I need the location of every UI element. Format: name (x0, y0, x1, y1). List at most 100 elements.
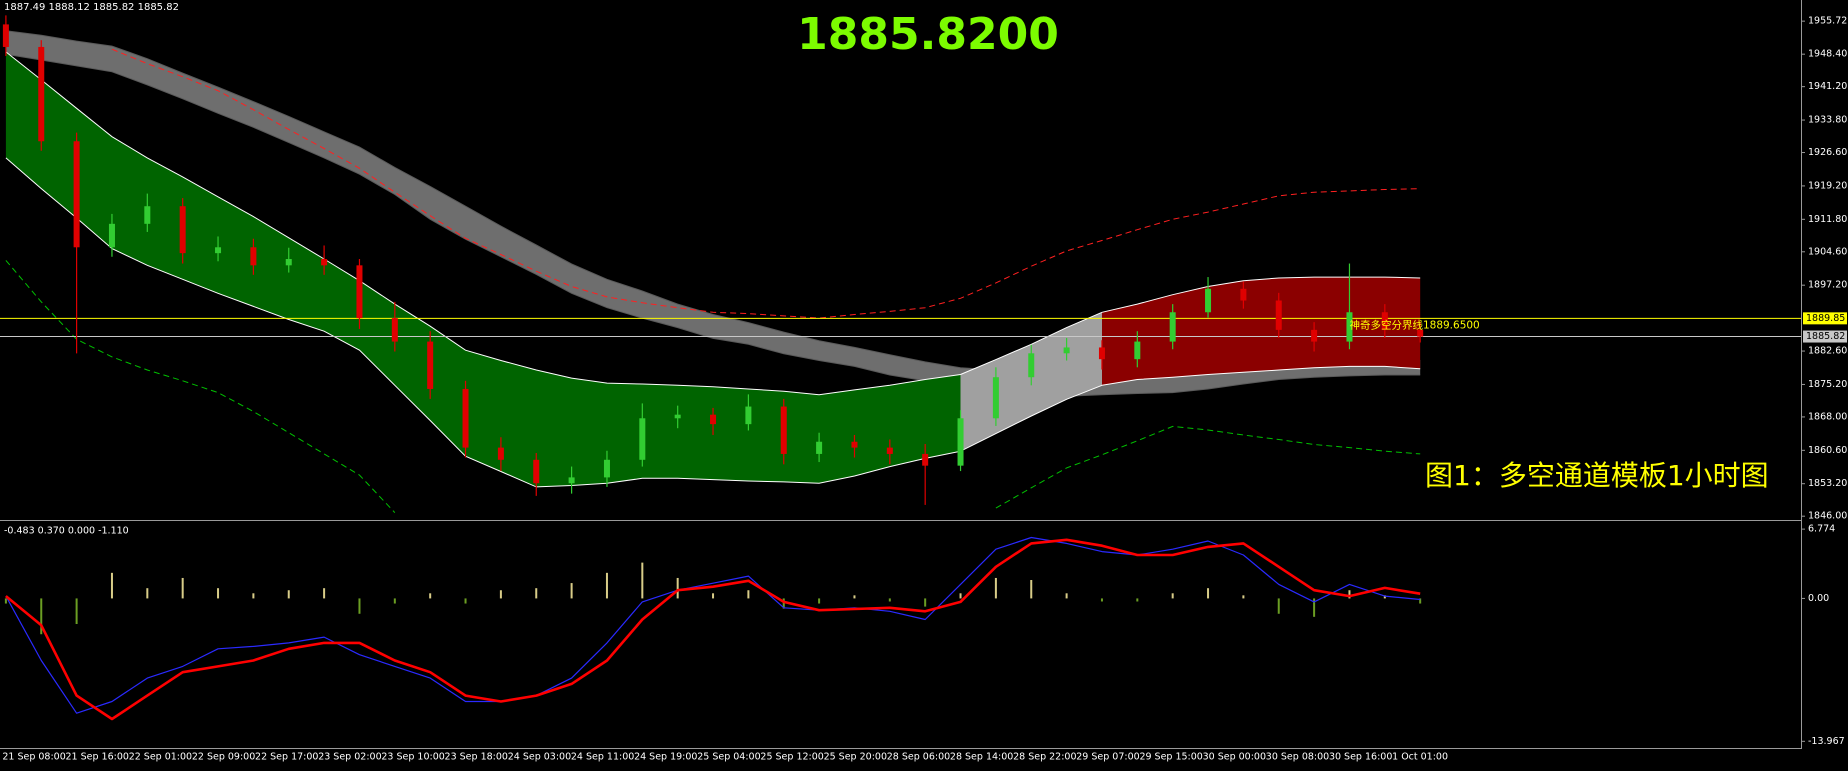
candle-body (922, 453, 929, 466)
y-tick-label: 6.774 (1808, 524, 1835, 535)
histogram-bar (1383, 595, 1386, 599)
candle-body (639, 418, 646, 460)
histogram-bar (747, 590, 750, 599)
candle-body (674, 414, 681, 419)
y-tick-label: 1846.00 (1808, 511, 1847, 522)
y-tick-label: 1926.60 (1808, 147, 1847, 158)
candle-body (108, 223, 115, 248)
candle-body (2, 24, 9, 47)
histogram-bar (1030, 580, 1033, 599)
candle-body (1098, 347, 1105, 360)
plot-layer: 神奇多空分界线1889.6500 1955.72 1948.40 1941.20 193… (0, 15, 1847, 763)
histogram-bar (1348, 590, 1351, 599)
x-tick-label: 25 Sep 04:00 (697, 752, 760, 763)
candle-body (462, 388, 469, 448)
channel-edge (1101, 365, 1421, 386)
histogram-bar (1171, 593, 1174, 599)
x-tick-label: 24 Sep 19:00 (634, 752, 697, 763)
y-tick-label: 1941.20 (1808, 81, 1847, 92)
histogram-bar (40, 598, 43, 635)
candle-body (851, 441, 858, 448)
y-tick-label: 1897.20 (1808, 280, 1847, 291)
x-tick-label: 21 Sep 16:00 (66, 752, 129, 763)
histogram-bar (782, 598, 785, 609)
candle-body (603, 459, 610, 478)
candle-body (250, 247, 257, 266)
channel-edge (5, 157, 961, 488)
ohlc-text: 1887.49 1888.12 1885.82 1885.82 (4, 2, 179, 13)
candle-body (285, 259, 292, 266)
x-tick-label: 24 Sep 03:00 (508, 752, 571, 763)
candle-body (321, 259, 328, 266)
candle-body (710, 414, 717, 425)
dashed-line (111, 48, 1421, 319)
candle-body (1346, 312, 1353, 342)
candle-body (780, 406, 787, 454)
x-tick-label: 1 Oct 01:00 (1392, 752, 1448, 763)
histogram-bar (499, 590, 502, 599)
histogram-bar (4, 598, 7, 604)
price-label: 1885.82 (1806, 331, 1845, 342)
y-tick-label: 1919.20 (1808, 180, 1847, 191)
current-price: 1885.8200 (797, 9, 1059, 60)
candle-body (533, 459, 540, 484)
candle-body (38, 46, 45, 142)
candle-body (745, 406, 752, 425)
histogram-bar (75, 598, 78, 624)
x-tick-label: 25 Sep 20:00 (824, 752, 887, 763)
histogram-bar (217, 588, 220, 599)
x-tick-label: 21 Sep 08:00 (2, 752, 65, 763)
histogram-bar (110, 572, 113, 599)
x-tick-label: 28 Sep 22:00 (1013, 752, 1076, 763)
y-tick-label: 1860.60 (1808, 445, 1847, 456)
histogram-bar (464, 598, 467, 604)
histogram-bar (853, 595, 856, 599)
histogram-bar (535, 588, 538, 599)
channel-edge (5, 51, 961, 396)
y-tick-label: 1948.40 (1808, 49, 1847, 60)
channel-edge (960, 311, 1103, 375)
histogram-bar (358, 598, 361, 614)
histogram-bar (888, 598, 891, 602)
candle-body (816, 441, 823, 454)
histogram-bar (570, 583, 573, 599)
channel-band (1102, 277, 1421, 386)
histogram-bar (818, 598, 821, 604)
x-tick-label: 22 Sep 09:00 (192, 752, 255, 763)
price-label: 1889.85 (1806, 313, 1845, 324)
candle-body (1381, 312, 1388, 330)
candle-body (992, 377, 999, 419)
histogram-bar (641, 562, 644, 599)
x-tick-label: 24 Sep 11:00 (571, 752, 634, 763)
histogram-bar (712, 593, 715, 599)
histogram-bar (252, 593, 255, 599)
candle-body (1134, 341, 1141, 360)
price-label-box (1803, 330, 1847, 343)
candle-body (215, 247, 222, 254)
histogram-bar (429, 593, 432, 599)
candle-body (957, 418, 964, 466)
y-tick-label: 1955.72 (1808, 16, 1847, 27)
x-tick-label: 29 Sep 07:00 (1076, 752, 1139, 763)
x-tick-label: 22 Sep 17:00 (255, 752, 318, 763)
y-tick-label: -13.967 (1808, 736, 1845, 747)
x-tick-label: 28 Sep 06:00 (887, 752, 950, 763)
y-tick-label: 0.00 (1808, 593, 1829, 604)
histogram-bar (146, 588, 149, 599)
x-tick-label: 30 Sep 00:00 (1203, 752, 1266, 763)
histogram-bar (1419, 598, 1422, 604)
candle-body (568, 477, 575, 484)
x-tick-label: 29 Sep 15:00 (1139, 752, 1202, 763)
channel-band (5, 51, 961, 487)
y-tick-label: 1933.80 (1808, 115, 1847, 126)
x-tick-label: 23 Sep 02:00 (318, 752, 381, 763)
y-tick-label: 1875.20 (1808, 379, 1847, 390)
y-tick-label: 1868.00 (1808, 411, 1847, 422)
caption: 图1：多空通道模板1小时图 (1425, 459, 1769, 492)
histogram-bar (605, 572, 608, 599)
histogram-bar (676, 577, 679, 599)
histogram-bar (1100, 598, 1103, 602)
candle-body (427, 341, 434, 389)
